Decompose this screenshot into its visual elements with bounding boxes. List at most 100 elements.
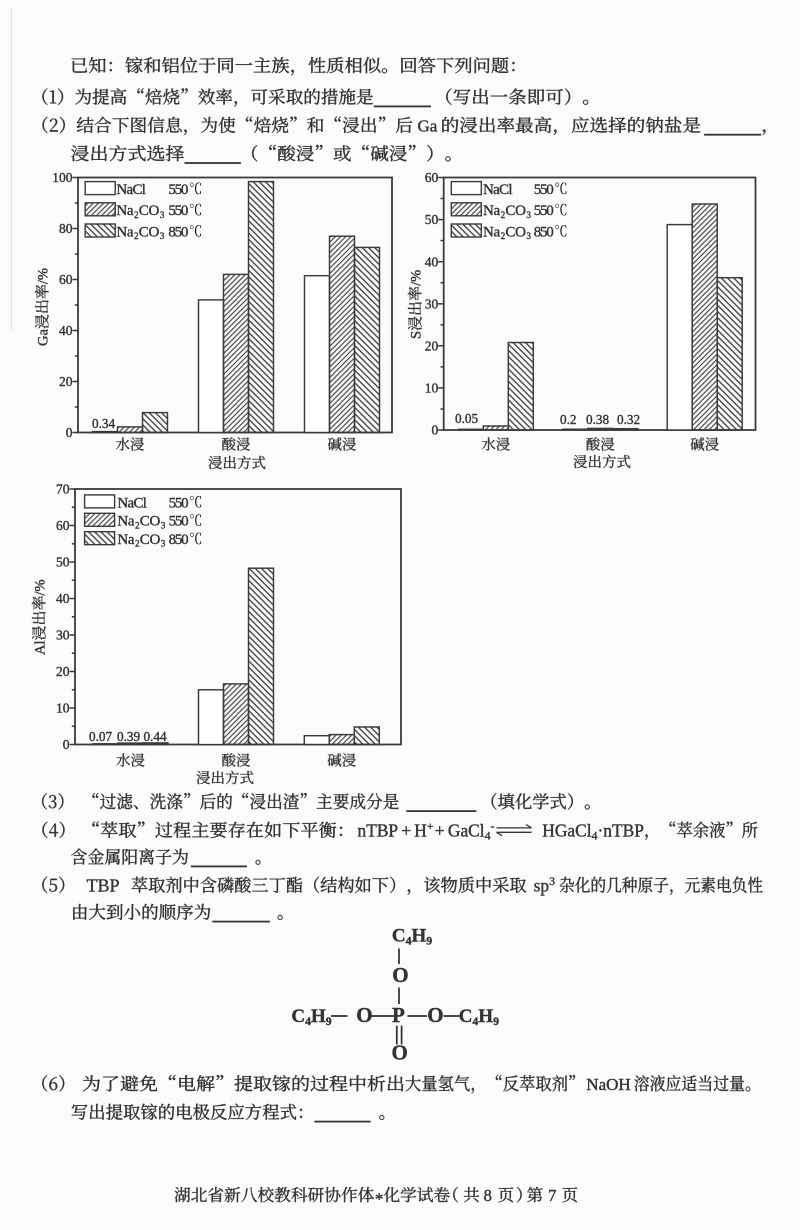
- svg-text:NaCl: NaCl: [483, 182, 513, 198]
- svg-text:O: O: [392, 963, 408, 987]
- svg-text:2: 2: [501, 231, 506, 241]
- svg-text:HGaCl: HGaCl: [542, 821, 591, 841]
- svg-text:sp: sp: [534, 876, 550, 896]
- svg-text:80: 80: [59, 221, 73, 236]
- svg-text:nTBP: nTBP: [358, 821, 399, 841]
- svg-text:4: 4: [406, 934, 412, 948]
- svg-text:Na: Na: [117, 514, 135, 530]
- svg-text:60: 60: [56, 518, 70, 533]
- svg-text:Ga: Ga: [418, 117, 438, 136]
- svg-text:3: 3: [161, 539, 166, 549]
- svg-text:C: C: [392, 926, 406, 947]
- svg-text:50: 50: [425, 212, 439, 227]
- svg-text:50: 50: [56, 555, 70, 570]
- svg-text:C: C: [291, 1006, 305, 1027]
- svg-text:0.05: 0.05: [455, 411, 478, 426]
- svg-text:0.38: 0.38: [586, 412, 609, 427]
- svg-text:Na: Na: [116, 224, 134, 240]
- svg-text:550: 550: [534, 182, 554, 198]
- svg-text:9: 9: [426, 934, 432, 948]
- svg-text:0.2: 0.2: [560, 412, 576, 427]
- svg-text:40: 40: [56, 591, 70, 606]
- svg-text:3: 3: [161, 520, 166, 530]
- svg-text:H: H: [412, 926, 427, 947]
- svg-text:3: 3: [160, 210, 165, 220]
- svg-text:0.39: 0.39: [117, 729, 140, 744]
- svg-text:H: H: [478, 1006, 493, 1027]
- svg-text:Ga: Ga: [36, 329, 52, 346]
- svg-text:TBP: TBP: [87, 876, 120, 896]
- svg-text:Na: Na: [483, 224, 501, 240]
- svg-text:8: 8: [484, 1186, 492, 1205]
- svg-text:3: 3: [160, 231, 165, 241]
- svg-text:2: 2: [501, 210, 506, 220]
- svg-text:Na: Na: [117, 532, 135, 548]
- svg-text:NaCl: NaCl: [116, 182, 145, 198]
- svg-text:·nTBP: ·nTBP: [598, 821, 644, 841]
- svg-text:550: 550: [168, 182, 188, 198]
- svg-text:H: H: [414, 821, 427, 841]
- svg-text:/%: /%: [36, 268, 52, 284]
- svg-text:550: 550: [168, 203, 188, 219]
- svg-text:CO: CO: [505, 203, 526, 219]
- svg-text:H: H: [311, 1006, 326, 1027]
- svg-text:C: C: [459, 1006, 473, 1027]
- svg-text:30: 30: [56, 628, 70, 643]
- svg-text:0.34: 0.34: [92, 416, 115, 431]
- svg-text:850: 850: [168, 224, 188, 240]
- svg-text:Na: Na: [116, 203, 134, 219]
- svg-text:850: 850: [169, 532, 189, 548]
- svg-text:40: 40: [425, 254, 439, 269]
- svg-text:60: 60: [59, 272, 73, 287]
- svg-text:+: +: [427, 819, 434, 833]
- svg-text:2: 2: [135, 539, 140, 549]
- svg-text:CO: CO: [140, 514, 161, 530]
- svg-text:550: 550: [169, 514, 189, 530]
- svg-text:CO: CO: [505, 224, 526, 240]
- svg-text:10: 10: [425, 381, 439, 396]
- svg-text:9: 9: [493, 1014, 499, 1028]
- svg-text:4: 4: [485, 829, 491, 843]
- svg-text:O: O: [427, 1003, 443, 1027]
- svg-text:2: 2: [134, 231, 139, 241]
- svg-text:NaCl: NaCl: [117, 495, 146, 511]
- svg-text:550: 550: [534, 203, 554, 219]
- svg-text:4: 4: [472, 1014, 478, 1028]
- svg-text:GaCl: GaCl: [448, 821, 485, 841]
- svg-text:S: S: [409, 331, 425, 339]
- svg-text:9: 9: [326, 1014, 332, 1028]
- svg-text:*: *: [375, 1190, 384, 1209]
- svg-text:0.44: 0.44: [144, 729, 167, 744]
- svg-text:2: 2: [134, 210, 139, 220]
- svg-text:850: 850: [534, 224, 554, 240]
- svg-text:+: +: [401, 821, 411, 841]
- svg-text:CO: CO: [140, 532, 161, 548]
- svg-text:0: 0: [66, 425, 73, 440]
- svg-text:0.07: 0.07: [89, 729, 112, 744]
- svg-text:Al: Al: [33, 641, 49, 656]
- svg-text:10: 10: [56, 701, 70, 716]
- svg-text:/%: /%: [33, 579, 49, 595]
- svg-text:30: 30: [425, 296, 439, 311]
- svg-text:Na: Na: [483, 203, 501, 219]
- svg-text:-: -: [491, 819, 495, 833]
- svg-text:550: 550: [169, 495, 189, 511]
- svg-text:7: 7: [548, 1186, 556, 1205]
- svg-text:70: 70: [56, 482, 70, 497]
- svg-text:+: +: [435, 821, 445, 841]
- svg-text:100: 100: [52, 170, 73, 185]
- svg-text:P: P: [392, 1003, 405, 1027]
- svg-text:3: 3: [526, 231, 531, 241]
- svg-text:0.32: 0.32: [617, 412, 640, 427]
- svg-text:O: O: [392, 1041, 408, 1065]
- svg-text:NaOH: NaOH: [586, 1075, 630, 1094]
- svg-text:4: 4: [305, 1014, 311, 1028]
- svg-text:O: O: [356, 1003, 372, 1027]
- svg-text:20: 20: [425, 338, 439, 353]
- svg-text:0: 0: [431, 423, 438, 438]
- svg-text:2: 2: [135, 520, 140, 530]
- svg-text:20: 20: [56, 664, 70, 679]
- svg-text:3: 3: [526, 210, 531, 220]
- svg-text:/%: /%: [409, 270, 425, 286]
- svg-text:20: 20: [59, 374, 73, 389]
